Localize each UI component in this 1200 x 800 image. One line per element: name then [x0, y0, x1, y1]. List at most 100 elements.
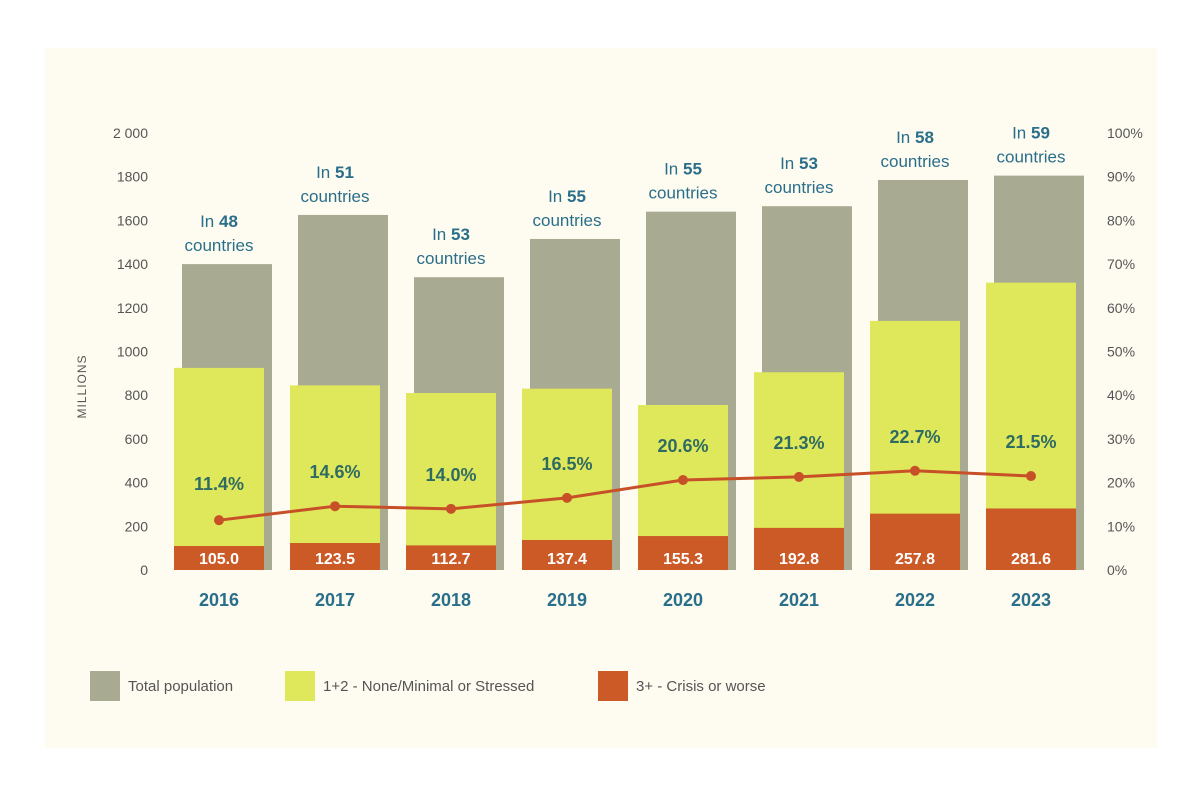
share-point	[910, 465, 920, 476]
share-point	[214, 515, 224, 526]
y-tick-label: 1800	[117, 169, 148, 185]
country-count-suffix: countries	[649, 184, 718, 203]
country-count-annotation: In 55	[548, 187, 586, 206]
country-count: 53	[451, 225, 470, 244]
country-count-suffix: countries	[765, 178, 834, 197]
crisis-value-label: 281.6	[1011, 551, 1051, 568]
share-value-label: 16.5%	[541, 454, 592, 474]
legend-item-crisis: 3+ - Crisis or worse	[598, 671, 766, 701]
bar-crisis	[986, 508, 1076, 570]
bar-crisis	[870, 513, 960, 570]
y-tick-label: 1200	[117, 300, 148, 316]
legend-item-stressed: 1+2 - None/Minimal or Stressed	[285, 671, 534, 701]
y-tick-label: 1400	[117, 256, 148, 272]
crisis-value-label: 137.4	[547, 551, 587, 568]
country-count: 55	[683, 160, 702, 179]
legend-label-crisis: 3+ - Crisis or worse	[636, 677, 766, 695]
y2-tick-label: 100%	[1107, 125, 1143, 141]
y2-tick-label: 50%	[1107, 344, 1135, 360]
y2-tick-label: 20%	[1107, 475, 1135, 491]
y2-tick-label: 40%	[1107, 387, 1135, 403]
y2-tick-label: 80%	[1107, 212, 1135, 228]
share-point	[330, 501, 340, 512]
y2-tick-label: 10%	[1107, 518, 1135, 534]
country-count-annotation: In 51	[316, 163, 354, 182]
share-point	[562, 492, 572, 503]
share-point	[794, 471, 804, 482]
y-tick-label: 1600	[117, 212, 148, 228]
y2-tick-label: 90%	[1107, 169, 1135, 185]
crisis-value-label: 192.8	[779, 551, 819, 568]
crisis-value-label: 123.5	[315, 551, 355, 568]
country-count: 53	[799, 154, 818, 173]
bar-stressed	[406, 393, 496, 570]
share-line	[218, 469, 1032, 522]
crisis-value-label: 105.0	[199, 551, 239, 568]
share-value-label: 14.6%	[309, 462, 360, 482]
x-tick-label: 2022	[895, 590, 935, 610]
bar-crisis	[522, 539, 612, 570]
country-count-suffix: countries	[417, 249, 486, 268]
bar-stressed	[522, 388, 612, 570]
country-count-annotation: In 58	[896, 128, 934, 147]
y2-tick-label: 70%	[1107, 256, 1135, 272]
crisis-value-label: 112.7	[431, 551, 470, 568]
y-tick-label: 800	[125, 387, 149, 403]
stacked-bar-chart: 0 200 400 600 800 1000 1200 1400 1600 1800 2 000 0%…	[75, 124, 1143, 610]
share-value-label: 21.5%	[1005, 432, 1056, 452]
legend-swatch-stressed	[285, 671, 315, 701]
bar-stressed	[290, 385, 380, 570]
country-count-suffix: countries	[997, 148, 1066, 167]
country-count-annotation: In 59	[1012, 124, 1050, 143]
country-count-suffix: countries	[185, 236, 254, 255]
y-tick-label: 400	[125, 475, 149, 491]
bar-crisis	[754, 527, 844, 570]
country-count: 59	[1031, 124, 1050, 143]
x-tick-label: 2016	[199, 590, 239, 610]
y-tick-label: 2 000	[113, 125, 148, 141]
bar-crisis	[638, 536, 728, 570]
y2-tick-label: 0%	[1107, 562, 1127, 578]
share-value-label: 22.7%	[889, 427, 940, 447]
country-count-annotation: In 55	[664, 160, 702, 179]
y-tick-label: 600	[125, 431, 149, 447]
y-axis-title: MILLIONS	[75, 354, 89, 418]
share-value-label: 14.0%	[425, 465, 476, 485]
share-value-label: 11.4%	[194, 474, 244, 494]
share-point	[446, 503, 456, 514]
country-count-suffix: countries	[881, 152, 950, 171]
legend-swatch-crisis	[598, 671, 628, 701]
bar-crisis	[406, 545, 496, 570]
country-count: 48	[219, 212, 238, 231]
crisis-value-label: 155.3	[663, 551, 703, 568]
x-tick-label: 2021	[779, 590, 819, 610]
share-value-label: 21.3%	[773, 433, 824, 453]
country-count-suffix: countries	[301, 187, 370, 206]
legend-label-total: Total population	[128, 677, 234, 695]
bar-stressed	[174, 367, 264, 570]
share-value-label: 20.6%	[657, 436, 708, 456]
country-count: 55	[567, 187, 586, 206]
x-tick-label: 2020	[663, 590, 703, 610]
country-count: 51	[335, 163, 354, 182]
y2-tick-label: 30%	[1107, 431, 1135, 447]
country-count-suffix: countries	[533, 211, 602, 230]
bar-crisis	[290, 543, 380, 570]
bar-crisis	[174, 546, 264, 570]
x-tick-label: 2023	[1011, 590, 1051, 610]
y-tick-label: 200	[125, 518, 149, 534]
country-count-annotation: In 48	[200, 212, 238, 231]
crisis-value-label: 257.8	[895, 551, 935, 568]
legend-item-total: Total population	[90, 671, 233, 701]
chart-panel: 0 200 400 600 800 1000 1200 1400 1600 1800 2 000 0%…	[45, 48, 1157, 748]
y-tick-label: 1000	[117, 344, 148, 360]
share-point	[1026, 471, 1036, 482]
country-count: 58	[915, 128, 934, 147]
country-count-annotation: In 53	[432, 225, 470, 244]
y-tick-label: 0	[140, 562, 148, 578]
y2-tick-label: 60%	[1107, 300, 1135, 316]
x-tick-label: 2018	[431, 590, 471, 610]
legend-swatch-total	[90, 671, 120, 701]
x-tick-label: 2017	[315, 590, 355, 610]
share-point	[678, 474, 688, 485]
